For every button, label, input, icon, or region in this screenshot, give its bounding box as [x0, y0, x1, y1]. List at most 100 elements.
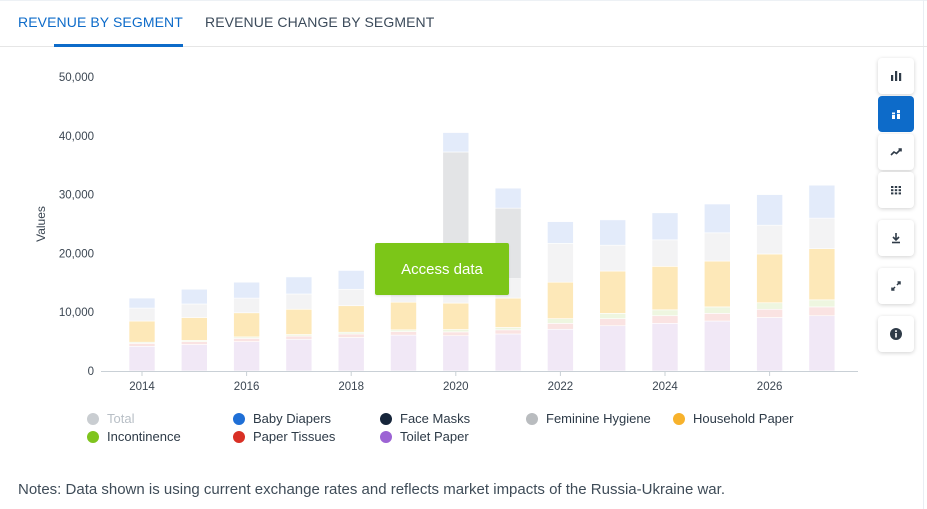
- chart-legend: Total Baby Diapers Face Masks Feminine H…: [0, 409, 860, 449]
- legend-dot: [87, 430, 99, 443]
- bar-segment-incontinence-2025: [703, 306, 731, 314]
- bar-segment-household-paper-2020: [442, 302, 470, 330]
- legend-label: Feminine Hygiene: [546, 411, 651, 426]
- legend-dot: [87, 412, 99, 425]
- bar-segment-paper-tissues-2016: [233, 338, 260, 342]
- tab-revenue-by-segment[interactable]: REVENUE BY SEGMENT: [18, 14, 183, 30]
- tab-bar: REVENUE BY SEGMENT REVENUE CHANGE BY SEG…: [0, 0, 927, 47]
- expand-icon: [891, 281, 901, 291]
- y-axis-title: Values: [34, 206, 48, 242]
- x-tick-label: 2020: [443, 381, 469, 393]
- bar-segment-baby-diapers-2025: [703, 203, 731, 234]
- trend-line-button[interactable]: [878, 134, 914, 170]
- legend-item-face-masks[interactable]: Face Masks: [380, 411, 470, 426]
- card-top-border: [0, 0, 927, 1]
- bar-segment-incontinence-2026: [756, 302, 783, 310]
- bar-segment-toilet-paper-2021: [494, 333, 522, 372]
- info-button[interactable]: [878, 316, 914, 352]
- table-view-button[interactable]: [878, 172, 914, 208]
- bar-segment-paper-tissues-2027: [808, 306, 836, 317]
- bar-segment-toilet-paper-2026: [756, 317, 783, 372]
- bar-segment-baby-diapers-2024: [651, 212, 679, 241]
- y-tick-label: 30,000: [59, 190, 94, 202]
- fullscreen-button[interactable]: [878, 268, 914, 304]
- bar-segment-paper-tissues-2014: [128, 343, 156, 347]
- legend-label: Face Masks: [400, 411, 471, 426]
- bar-segment-toilet-paper-2022: [547, 328, 574, 372]
- revenue-stacked-bar-chart: 0 10,000 20,000 30,000 40,000 50,000 Values 201…: [34, 72, 858, 393]
- legend-item-total[interactable]: Total: [87, 411, 134, 426]
- bar-segment-household-paper-2022: [547, 281, 574, 319]
- bar-segment-baby-diapers-2027: [808, 184, 836, 219]
- table-grid-icon: [891, 186, 901, 195]
- legend-label: Baby Diapers: [253, 411, 332, 426]
- bar-segment-feminine-hygiene-2025: [703, 232, 731, 262]
- x-tick-label: 2026: [757, 381, 783, 393]
- access-data-button[interactable]: Access data: [375, 243, 509, 295]
- bar-chart-icon: [891, 71, 902, 81]
- bar-segment-household-paper-2019: [390, 301, 417, 331]
- bar-segment-household-paper-2024: [651, 266, 679, 311]
- bar-segment-feminine-hygiene-2027: [808, 217, 836, 249]
- bar-segment-household-paper-2018: [337, 305, 365, 333]
- bar-segment-household-paper-2026: [756, 253, 783, 304]
- stacked-bar-button[interactable]: [878, 96, 914, 132]
- legend-label: Household Paper: [693, 411, 794, 426]
- bar-segment-incontinence-2022: [547, 318, 574, 324]
- legend-item-household-paper[interactable]: Household Paper: [673, 411, 793, 426]
- legend-item-incontinence[interactable]: Incontinence: [87, 429, 181, 444]
- legend-item-toilet-paper[interactable]: Toilet Paper: [380, 429, 469, 444]
- download-button[interactable]: [878, 220, 914, 256]
- bar-segment-feminine-hygiene-2022: [547, 243, 574, 283]
- bar-segment-household-paper-2021: [494, 297, 522, 328]
- bar-segment-paper-tissues-2026: [756, 308, 783, 318]
- info-icon: [890, 328, 902, 340]
- y-tick-label: 40,000: [59, 131, 94, 143]
- bar-segment-paper-tissues-2018: [337, 333, 365, 338]
- bar-segment-feminine-hygiene-2017: [285, 293, 313, 310]
- bar-segment-household-paper-2025: [703, 260, 731, 308]
- bar-segment-paper-tissues-2017: [285, 335, 313, 340]
- y-tick-label: 20,000: [59, 248, 94, 260]
- bar-segment-paper-tissues-2021: [494, 329, 522, 335]
- bar-segment-baby-diapers-2020: [442, 132, 470, 153]
- trend-line-icon: [890, 148, 902, 156]
- y-tick-label: 10,000: [59, 307, 94, 319]
- bar-segment-toilet-paper-2014: [128, 346, 156, 372]
- bar-segment-incontinence-2020: [442, 329, 470, 333]
- bar-segment-household-paper-2023: [599, 270, 627, 314]
- bar-segment-paper-tissues-2024: [651, 315, 679, 324]
- chart-notes: Notes: Data shown is using current excha…: [18, 481, 725, 498]
- legend-dot: [233, 412, 245, 425]
- bar-segment-household-paper-2027: [808, 248, 836, 301]
- legend-dot: [673, 412, 685, 425]
- download-icon: [892, 233, 900, 244]
- stacked-bar-icon: [892, 110, 900, 119]
- bar-chart-button[interactable]: [878, 58, 914, 94]
- bar-segment-feminine-hygiene-2016: [233, 297, 260, 314]
- bar-segment-baby-diapers-2015: [181, 288, 208, 305]
- legend-dot: [526, 412, 538, 425]
- y-tick-label: 50,000: [59, 72, 94, 84]
- bar-segment-toilet-paper-2015: [181, 344, 208, 372]
- bar-segment-feminine-hygiene-2024: [651, 239, 679, 267]
- legend-item-feminine-hygiene[interactable]: Feminine Hygiene: [526, 411, 651, 426]
- bar-segment-baby-diapers-2021: [494, 187, 522, 209]
- bar-segment-incontinence-2027: [808, 299, 836, 308]
- tab-revenue-change-by-segment[interactable]: REVENUE CHANGE BY SEGMENT: [205, 14, 435, 30]
- bar-segment-toilet-paper-2027: [808, 315, 836, 372]
- bar-segment-toilet-paper-2025: [703, 320, 731, 372]
- x-tick-label: 2014: [129, 381, 155, 393]
- legend-dot: [233, 430, 245, 443]
- bar-segment-baby-diapers-2023: [599, 219, 627, 246]
- bar-segment-household-paper-2017: [285, 308, 313, 335]
- legend-label: Total: [107, 411, 135, 426]
- bar-segment-baby-diapers-2014: [128, 297, 156, 309]
- legend-item-baby-diapers[interactable]: Baby Diapers: [233, 411, 331, 426]
- legend-item-paper-tissues[interactable]: Paper Tissues: [233, 429, 335, 444]
- bar-segment-toilet-paper-2018: [337, 337, 365, 372]
- legend-dot: [380, 430, 392, 443]
- bar-segment-feminine-hygiene-2023: [599, 244, 627, 272]
- bar-segment-feminine-hygiene-2018: [337, 288, 365, 307]
- bar-segment-baby-diapers-2018: [337, 270, 365, 290]
